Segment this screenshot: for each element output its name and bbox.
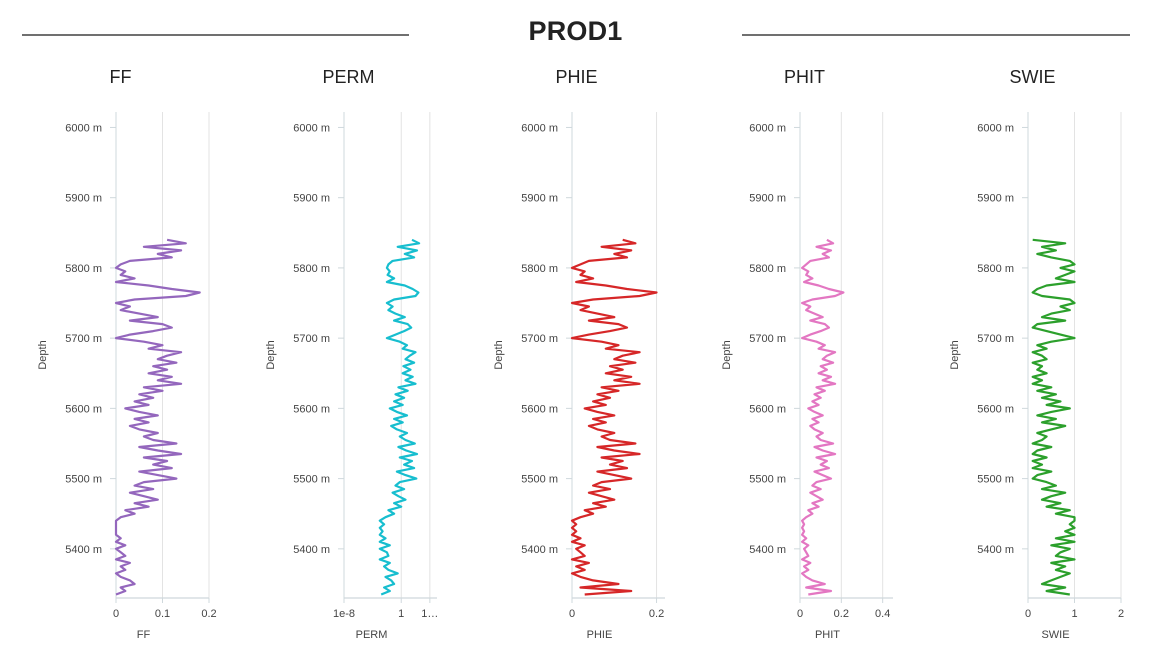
depth-tick-label-phie: 5800 m [521, 263, 558, 275]
depth-axis-label-swie: Depth [949, 340, 961, 369]
depth-axis-label-ff: Depth [37, 340, 49, 369]
depth-tick-label-phit: 5900 m [749, 193, 786, 205]
depth-tick-label-ff: 5500 m [65, 474, 102, 486]
x-axis-label-phit: PHIT [815, 629, 840, 641]
x-axis-label-phie: PHIE [587, 629, 613, 641]
depth-tick-label-perm: 5900 m [293, 193, 330, 205]
series-line-ff [114, 238, 201, 596]
x-tick-label-swie: 2 [1118, 608, 1124, 620]
depth-tick-label-phie: 5500 m [521, 474, 558, 486]
x-axis-label-swie: SWIE [1041, 629, 1069, 641]
x-tick-label-swie: 1 [1071, 608, 1077, 620]
depth-tick-label-ff: 6000 m [65, 122, 102, 134]
title-rule-right [742, 34, 1130, 36]
depth-tick-label-perm: 5400 m [293, 544, 330, 556]
track-title-perm: PERM [322, 67, 374, 87]
page-title: PROD1 [528, 16, 623, 46]
x-tick-label-ff: 0.2 [201, 608, 216, 620]
depth-tick-label-swie: 5900 m [977, 193, 1014, 205]
track-perm: PERM 6000 m 5900 m 5800 m 5700 m 5600 m 5500 m… [265, 67, 438, 641]
depth-tick-label-perm: 6000 m [293, 122, 330, 134]
series-line-swie [1031, 238, 1076, 596]
depth-tick-label-ff: 5700 m [65, 333, 102, 345]
depth-tick-label-phie: 5400 m [521, 544, 558, 556]
depth-axis-label-phie: Depth [493, 340, 505, 369]
depth-axis-label-perm: Depth [265, 340, 277, 369]
depth-tick-label-swie: 5400 m [977, 544, 1014, 556]
depth-tick-label-swie: 6000 m [977, 122, 1014, 134]
track-phie: PHIE 6000 m 5900 m 5800 m 5700 m 5600 m 5500 m… [493, 67, 665, 641]
x-tick-label-phie: 0 [569, 608, 575, 620]
series-line-phie [570, 238, 658, 596]
title-rule-left [22, 34, 409, 36]
depth-tick-label-ff: 5400 m [65, 544, 102, 556]
depth-tick-label-phit: 5600 m [749, 403, 786, 415]
x-tick-label-swie: 0 [1025, 608, 1031, 620]
depth-tick-label-swie: 5500 m [977, 474, 1014, 486]
depth-tick-label-perm: 5800 m [293, 263, 330, 275]
track-phit: PHIT 6000 m 5900 m 5800 m 5700 m 5600 m 5500 m… [721, 67, 893, 641]
x-tick-label-ff: 0.1 [155, 608, 170, 620]
depth-tick-label-perm: 5600 m [293, 403, 330, 415]
track-title-phie: PHIE [555, 67, 597, 87]
depth-tick-label-phit: 5700 m [749, 333, 786, 345]
x-tick-label-ff: 0 [113, 608, 119, 620]
x-tick-label-phit: 0 [797, 608, 803, 620]
depth-tick-label-phie: 5700 m [521, 333, 558, 345]
x-tick-label-perm: 1… [421, 608, 438, 620]
depth-tick-label-ff: 5800 m [65, 263, 102, 275]
depth-tick-label-phit: 5800 m [749, 263, 786, 275]
x-tick-label-phit: 0.2 [834, 608, 849, 620]
depth-tick-label-swie: 5600 m [977, 403, 1014, 415]
x-axis-label-perm: PERM [356, 629, 388, 641]
track-title-swie: SWIE [1009, 67, 1055, 87]
series-line-perm [378, 238, 421, 596]
chart-header: PROD1 [0, 0, 1149, 70]
depth-tick-label-swie: 5700 m [977, 333, 1014, 345]
depth-tick-label-ff: 5900 m [65, 193, 102, 205]
depth-tick-label-swie: 5800 m [977, 263, 1014, 275]
x-tick-label-phit: 0.4 [875, 608, 890, 620]
depth-axis-label-phit: Depth [721, 340, 733, 369]
depth-tick-label-phit: 5400 m [749, 544, 786, 556]
depth-tick-label-phit: 5500 m [749, 474, 786, 486]
depth-tick-label-phie: 5900 m [521, 193, 558, 205]
x-tick-label-perm: 1e-8 [333, 608, 355, 620]
depth-tick-label-phie: 6000 m [521, 122, 558, 134]
series-line-phit [800, 238, 845, 596]
track-title-ff: FF [110, 67, 132, 87]
depth-tick-label-phie: 5600 m [521, 403, 558, 415]
depth-tick-label-perm: 5700 m [293, 333, 330, 345]
track-ff: FF 6000 m 5900 m 5800 m 5700 m 5600 m 5500 m 54… [37, 67, 217, 641]
depth-tick-label-phit: 6000 m [749, 122, 786, 134]
depth-tick-label-ff: 5600 m [65, 403, 102, 415]
x-tick-label-perm: 1 [398, 608, 404, 620]
x-axis-label-ff: FF [137, 629, 151, 641]
track-title-phit: PHIT [784, 67, 825, 87]
x-tick-label-phie: 0.2 [649, 608, 664, 620]
depth-tick-label-perm: 5500 m [293, 474, 330, 486]
track-swie: SWIE 6000 m 5900 m 5800 m 5700 m 5600 m 5500 m… [949, 67, 1124, 641]
